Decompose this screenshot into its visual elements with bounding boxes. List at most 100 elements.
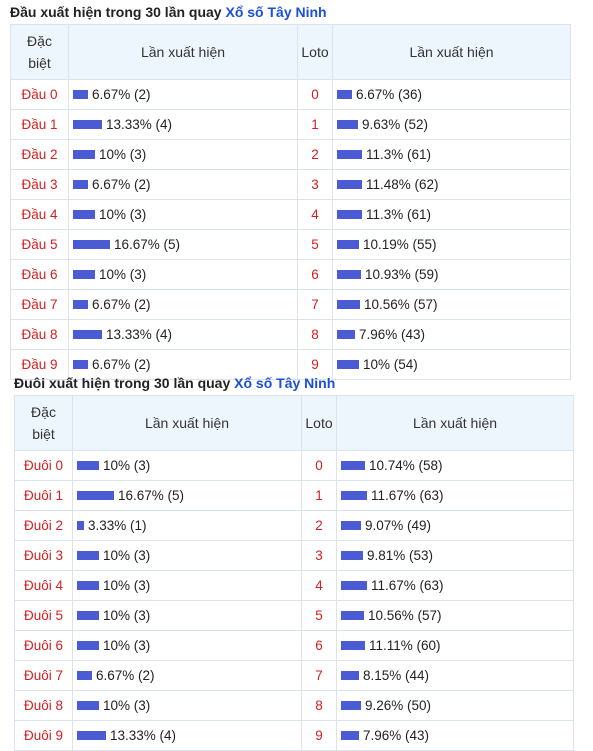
table-header-row: Đặc biệt Lần xuất hiện Loto Lần xuất hiện [14, 395, 574, 451]
loto-frequency-cell: 6.67% (36) [332, 79, 571, 110]
frequency-bar [77, 730, 106, 740]
row-label: Đuôi 1 [14, 480, 73, 511]
tail-title-text: Đuôi xuất hiện trong 30 lần quay [14, 375, 231, 391]
frequency-bar [73, 89, 88, 99]
frequency-text: 10.56% (57) [364, 297, 438, 312]
table-row: Đuôi 5 10% (3) 5 10.56% (57) [14, 600, 574, 631]
loto-frequency-cell: 10.56% (57) [336, 600, 574, 631]
frequency-text: 10% (3) [103, 698, 151, 713]
frequency-bar [77, 550, 99, 560]
loto-frequency-cell: 10.74% (58) [336, 450, 574, 481]
table-row: Đầu 3 6.67% (2) 3 11.48% (62) [10, 169, 571, 200]
loto-digit: 6 [297, 259, 333, 290]
table-row: Đuôi 8 10% (3) 8 9.26% (50) [14, 690, 574, 721]
col-loto-header: Loto [301, 395, 337, 451]
table-row: Đầu 2 10% (3) 2 11.3% (61) [10, 139, 571, 170]
frequency-text: 11.48% (62) [366, 177, 439, 192]
table-row: Đuôi 9 13.33% (4) 9 7.96% (43) [14, 720, 574, 751]
loto-digit: 0 [301, 450, 337, 481]
loto-digit: 7 [297, 289, 333, 320]
frequency-bar [337, 359, 359, 369]
row-label: Đầu 1 [10, 109, 69, 140]
frequency-bar [337, 209, 362, 219]
frequency-bar [73, 329, 102, 339]
loto-frequency-cell: 7.96% (43) [336, 720, 574, 751]
table-row: Đầu 1 13.33% (4) 1 9.63% (52) [10, 109, 571, 140]
frequency-bar [341, 550, 363, 560]
loto-frequency-cell: 11.11% (60) [336, 630, 574, 661]
frequency-bar [337, 119, 358, 129]
frequency-text: 11.3% (61) [366, 147, 432, 162]
tail-stats-table: Đặc biệt Lần xuất hiện Loto Lần xuất hiện… [14, 395, 574, 751]
row-label: Đầu 9 [10, 349, 69, 380]
loto-frequency-cell: 11.3% (61) [332, 139, 571, 170]
loto-digit: 1 [301, 480, 337, 511]
loto-frequency-cell: 9.07% (49) [336, 510, 574, 541]
frequency-text: 13.33% (4) [106, 327, 173, 342]
frequency-bar [73, 299, 88, 309]
row-label: Đầu 4 [10, 199, 69, 230]
row-label: Đầu 8 [10, 319, 69, 350]
loto-digit: 7 [301, 660, 337, 691]
frequency-text: 6.67% (2) [96, 668, 155, 683]
frequency-text: 11.3% (61) [366, 207, 432, 222]
special-frequency-cell: 10% (3) [68, 139, 298, 170]
special-frequency-cell: 13.33% (4) [68, 109, 298, 140]
table-row: Đầu 6 10% (3) 6 10.93% (59) [10, 259, 571, 290]
tail-section-title: Đuôi xuất hiện trong 30 lần quay Xổ số T… [14, 375, 335, 391]
loto-digit: 3 [297, 169, 333, 200]
frequency-text: 11.11% (60) [369, 638, 441, 653]
frequency-text: 3.33% (1) [88, 518, 147, 533]
row-label: Đầu 5 [10, 229, 69, 260]
frequency-text: 10% (3) [99, 207, 147, 222]
row-label: Đầu 0 [10, 79, 69, 110]
col-count-header: Lần xuất hiện [68, 24, 298, 80]
loto-frequency-cell: 10.19% (55) [332, 229, 571, 260]
frequency-bar [73, 179, 88, 189]
special-frequency-cell: 13.33% (4) [68, 319, 298, 350]
special-frequency-cell: 16.67% (5) [72, 480, 302, 511]
loto-digit: 0 [297, 79, 333, 110]
special-frequency-cell: 6.67% (2) [68, 79, 298, 110]
special-frequency-cell: 3.33% (1) [72, 510, 302, 541]
table-row: Đuôi 1 16.67% (5) 1 11.67% (63) [14, 480, 574, 511]
row-label: Đầu 6 [10, 259, 69, 290]
frequency-bar [73, 269, 95, 279]
loto-digit: 9 [301, 720, 337, 751]
row-label: Đuôi 5 [14, 600, 73, 631]
frequency-text: 7.96% (43) [363, 728, 430, 743]
lottery-link[interactable]: Xổ số Tây Ninh [225, 4, 327, 20]
table-row: Đầu 4 10% (3) 4 11.3% (61) [10, 199, 571, 230]
special-frequency-cell: 6.67% (2) [72, 660, 302, 691]
row-label: Đầu 2 [10, 139, 69, 170]
lottery-link[interactable]: Xổ số Tây Ninh [234, 375, 336, 391]
table-row: Đuôi 3 10% (3) 3 9.81% (53) [14, 540, 574, 571]
frequency-bar [337, 239, 359, 249]
table-row: Đuôi 2 3.33% (1) 2 9.07% (49) [14, 510, 574, 541]
frequency-bar [341, 460, 365, 470]
row-label: Đuôi 3 [14, 540, 73, 571]
table-row: Đầu 9 6.67% (2) 9 10% (54) [10, 349, 571, 380]
loto-frequency-cell: 11.67% (63) [336, 480, 574, 511]
frequency-text: 7.96% (43) [359, 327, 426, 342]
special-frequency-cell: 13.33% (4) [72, 720, 302, 751]
head-table-body: Đầu 0 6.67% (2) 0 6.67% (36) Đầu 1 13.33% (4)… [10, 79, 571, 380]
loto-digit: 3 [301, 540, 337, 571]
frequency-bar [341, 610, 364, 620]
frequency-bar [73, 119, 102, 129]
frequency-bar [77, 670, 92, 680]
table-row: Đuôi 4 10% (3) 4 11.67% (63) [14, 570, 574, 601]
frequency-text: 10.74% (58) [369, 458, 443, 473]
table-header-row: Đặc biệt Lần xuất hiện Loto Lần xuất hiện [10, 24, 571, 80]
loto-digit: 5 [297, 229, 333, 260]
frequency-text: 10% (54) [363, 357, 418, 372]
frequency-text: 9.26% (50) [365, 698, 432, 713]
loto-digit: 8 [301, 690, 337, 721]
frequency-text: 10% (3) [103, 548, 151, 563]
frequency-bar [77, 640, 99, 650]
frequency-bar [337, 179, 362, 189]
row-label: Đầu 3 [10, 169, 69, 200]
frequency-bar [73, 239, 110, 249]
frequency-text: 6.67% (2) [92, 87, 151, 102]
frequency-text: 9.63% (52) [362, 117, 429, 132]
